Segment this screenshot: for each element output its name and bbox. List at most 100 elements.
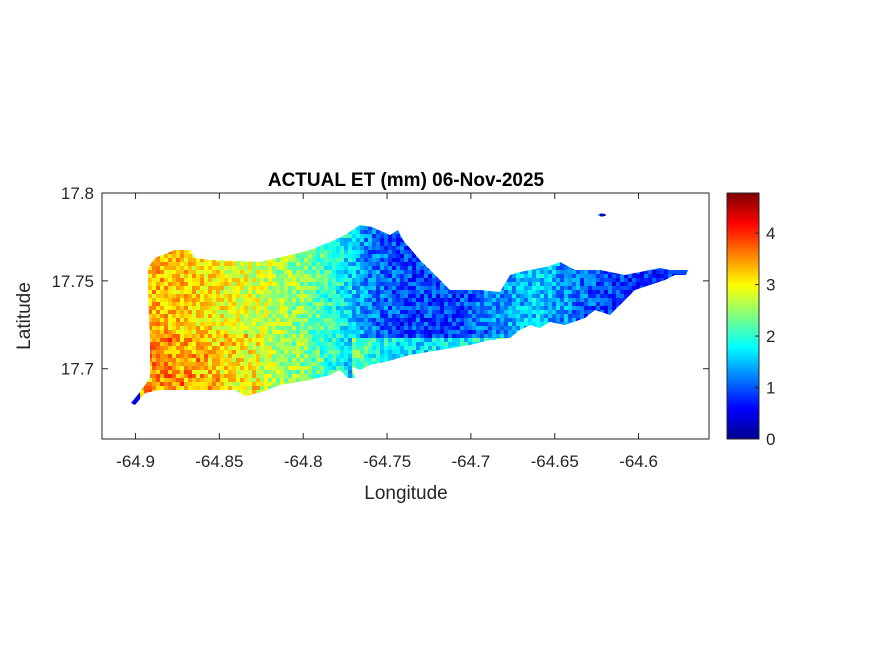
heatmap-cell xyxy=(676,218,680,222)
heatmap-cell xyxy=(588,338,592,342)
heatmap-cell xyxy=(204,318,208,322)
heatmap-cell xyxy=(268,330,272,334)
heatmap-cell xyxy=(372,318,376,322)
heatmap-cell xyxy=(256,298,260,302)
heatmap-cell xyxy=(208,238,212,242)
heatmap-cell xyxy=(672,266,676,270)
heatmap-cell xyxy=(160,310,164,314)
heatmap-cell xyxy=(484,334,488,338)
heatmap-cell xyxy=(460,242,464,246)
heatmap-cell xyxy=(352,282,356,286)
heatmap-cell xyxy=(472,334,476,338)
heatmap-cell xyxy=(488,334,492,338)
heatmap-cell xyxy=(368,334,372,338)
heatmap-cell xyxy=(304,214,308,218)
heatmap-cell xyxy=(264,282,268,286)
heatmap-cell xyxy=(600,346,604,350)
heatmap-cell xyxy=(516,290,520,294)
heatmap-cell xyxy=(472,274,476,278)
heatmap-cell xyxy=(136,294,140,298)
heatmap-cell xyxy=(596,334,600,338)
heatmap-cell xyxy=(304,213,308,214)
heatmap-cell xyxy=(644,326,648,330)
heatmap-cell xyxy=(472,338,476,342)
heatmap-cell xyxy=(348,278,352,282)
heatmap-cell xyxy=(164,350,168,354)
heatmap-cell xyxy=(408,330,412,334)
heatmap-cell xyxy=(252,246,256,250)
heatmap-cell xyxy=(568,222,572,226)
heatmap-cell xyxy=(520,342,524,346)
heatmap-cell xyxy=(416,258,420,262)
heatmap-cell xyxy=(296,350,300,354)
heatmap-cell xyxy=(368,270,372,274)
heatmap-cell xyxy=(308,294,312,298)
heatmap-cell xyxy=(300,254,304,258)
heatmap-cell xyxy=(600,218,604,222)
heatmap-cell xyxy=(212,334,216,338)
heatmap-cell xyxy=(188,334,192,338)
heatmap-cell xyxy=(472,286,476,290)
heatmap-cell xyxy=(408,266,412,270)
heatmap-cell xyxy=(160,242,164,246)
heatmap-cell xyxy=(360,294,364,298)
heatmap-cell xyxy=(260,266,264,270)
heatmap-cell xyxy=(316,294,320,298)
heatmap-cell xyxy=(632,274,636,278)
heatmap-cell xyxy=(312,242,316,246)
heatmap-cell xyxy=(576,338,580,342)
heatmap-cell xyxy=(140,262,144,266)
heatmap-cell xyxy=(284,310,288,314)
heatmap-cell xyxy=(656,213,660,214)
heatmap-cell xyxy=(656,242,660,246)
heatmap-cell xyxy=(660,282,664,286)
heatmap-cell xyxy=(396,270,400,274)
heatmap-cell xyxy=(152,290,156,294)
heatmap-cell xyxy=(512,290,516,294)
heatmap-cell xyxy=(484,254,488,258)
heatmap-cell xyxy=(608,338,612,342)
heatmap-cell xyxy=(131,246,132,250)
heatmap-cell xyxy=(524,342,528,346)
heatmap-cell xyxy=(408,302,412,306)
heatmap-cell xyxy=(648,294,652,298)
heatmap-cell xyxy=(532,230,536,234)
heatmap-cell xyxy=(316,310,320,314)
heatmap-cell xyxy=(200,226,204,230)
heatmap-cell xyxy=(480,290,484,294)
heatmap-cell xyxy=(404,242,408,246)
heatmap-cell xyxy=(572,306,576,310)
heatmap-cell xyxy=(452,246,456,250)
heatmap-cell xyxy=(664,242,668,246)
heatmap-cell xyxy=(592,262,596,266)
heatmap-cell xyxy=(184,266,188,270)
heatmap-cell xyxy=(384,290,388,294)
heatmap-cell xyxy=(656,234,660,238)
heatmap-cell xyxy=(204,238,208,242)
heatmap-cell xyxy=(228,238,232,242)
heatmap-cell xyxy=(396,306,400,310)
heatmap-cell xyxy=(164,338,168,342)
heatmap-cell xyxy=(516,246,520,250)
heatmap-cell xyxy=(292,330,296,334)
heatmap-cell xyxy=(172,346,176,350)
heatmap-cell xyxy=(132,246,136,250)
heatmap-cell xyxy=(300,318,304,322)
heatmap-cell xyxy=(548,338,552,342)
heatmap-cell xyxy=(688,282,692,286)
heatmap-cell xyxy=(580,342,584,346)
heatmap-cell xyxy=(236,213,240,214)
heatmap-cell xyxy=(396,330,400,334)
heatmap-cell xyxy=(136,290,140,294)
heatmap-cell xyxy=(544,213,548,214)
heatmap-cell xyxy=(176,214,180,218)
heatmap-cell xyxy=(280,254,284,258)
heatmap-cell xyxy=(320,326,324,330)
heatmap-cell xyxy=(492,262,496,266)
heatmap-cell xyxy=(208,338,212,342)
heatmap-cell xyxy=(452,218,456,222)
heatmap-cell xyxy=(532,290,536,294)
heatmap-cell xyxy=(192,310,196,314)
heatmap-cell xyxy=(188,254,192,258)
heatmap-cell xyxy=(160,250,164,254)
